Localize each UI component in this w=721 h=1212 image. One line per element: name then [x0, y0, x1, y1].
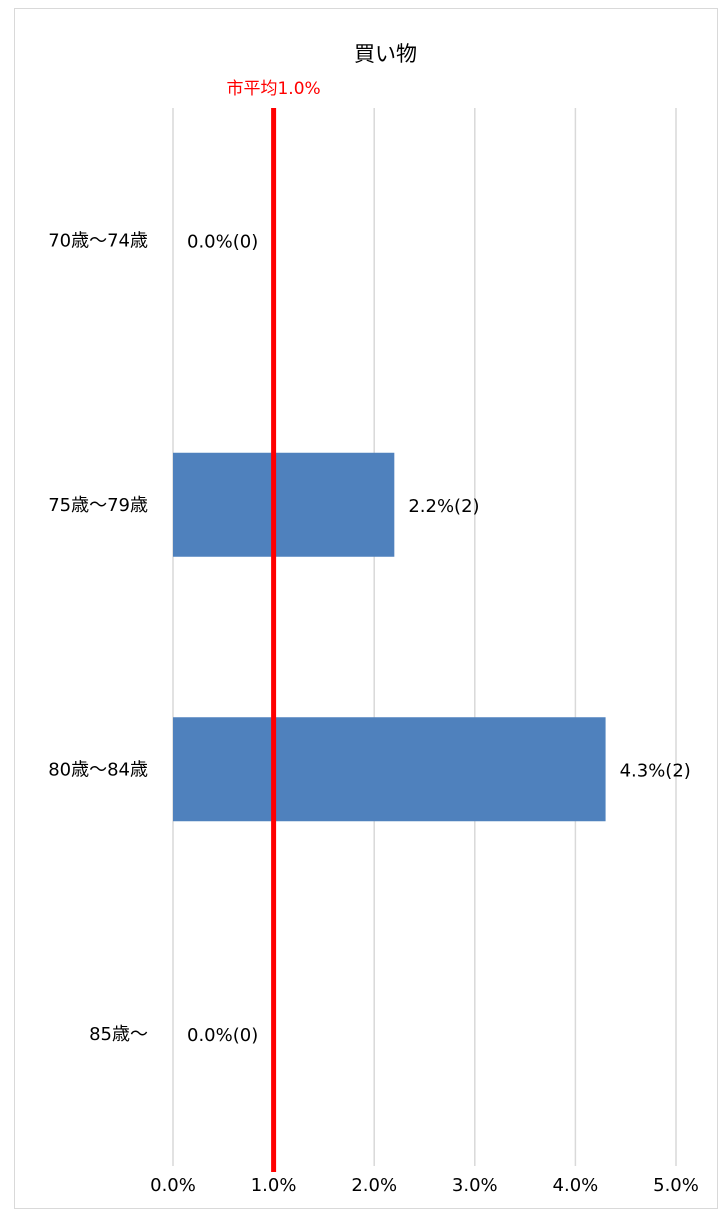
category-labels: 70歳～74歳 75歳～79歳 80歳～84歳 85歳～ [48, 230, 148, 1045]
chart-frame [14, 8, 718, 1209]
category-label: 80歳～84歳 [48, 759, 148, 780]
category-label: 75歳～79歳 [48, 495, 148, 516]
data-labels: 0.0%(0) 2.2%(2) 4.3%(2) 0.0%(0) [187, 231, 691, 1046]
category-label: 70歳～74歳 [48, 230, 148, 251]
chart-title: 買い物 [354, 42, 417, 66]
data-label: 0.0%(0) [187, 1025, 258, 1046]
data-label: 2.2%(2) [408, 496, 479, 517]
x-tick-label: 5.0% [653, 1175, 699, 1196]
reference-line-group: 市平均1.0% [226, 79, 321, 1172]
x-tick-label: 1.0% [251, 1175, 297, 1196]
x-tick-label: 2.0% [351, 1175, 397, 1196]
bar [173, 452, 395, 557]
data-label: 0.0%(0) [187, 231, 258, 252]
x-tick-label: 4.0% [553, 1175, 599, 1196]
bars [173, 452, 606, 822]
x-tick-label: 0.0% [150, 1175, 196, 1196]
bar [173, 717, 606, 822]
category-label: 85歳～ [89, 1024, 148, 1045]
data-label: 4.3%(2) [620, 760, 691, 781]
average-reference-label: 市平均1.0% [226, 79, 320, 99]
x-tick-label: 3.0% [452, 1175, 498, 1196]
gridlines [172, 108, 677, 1166]
x-tick-labels: 0.0% 1.0% 2.0% 3.0% 4.0% 5.0% [150, 1175, 699, 1196]
